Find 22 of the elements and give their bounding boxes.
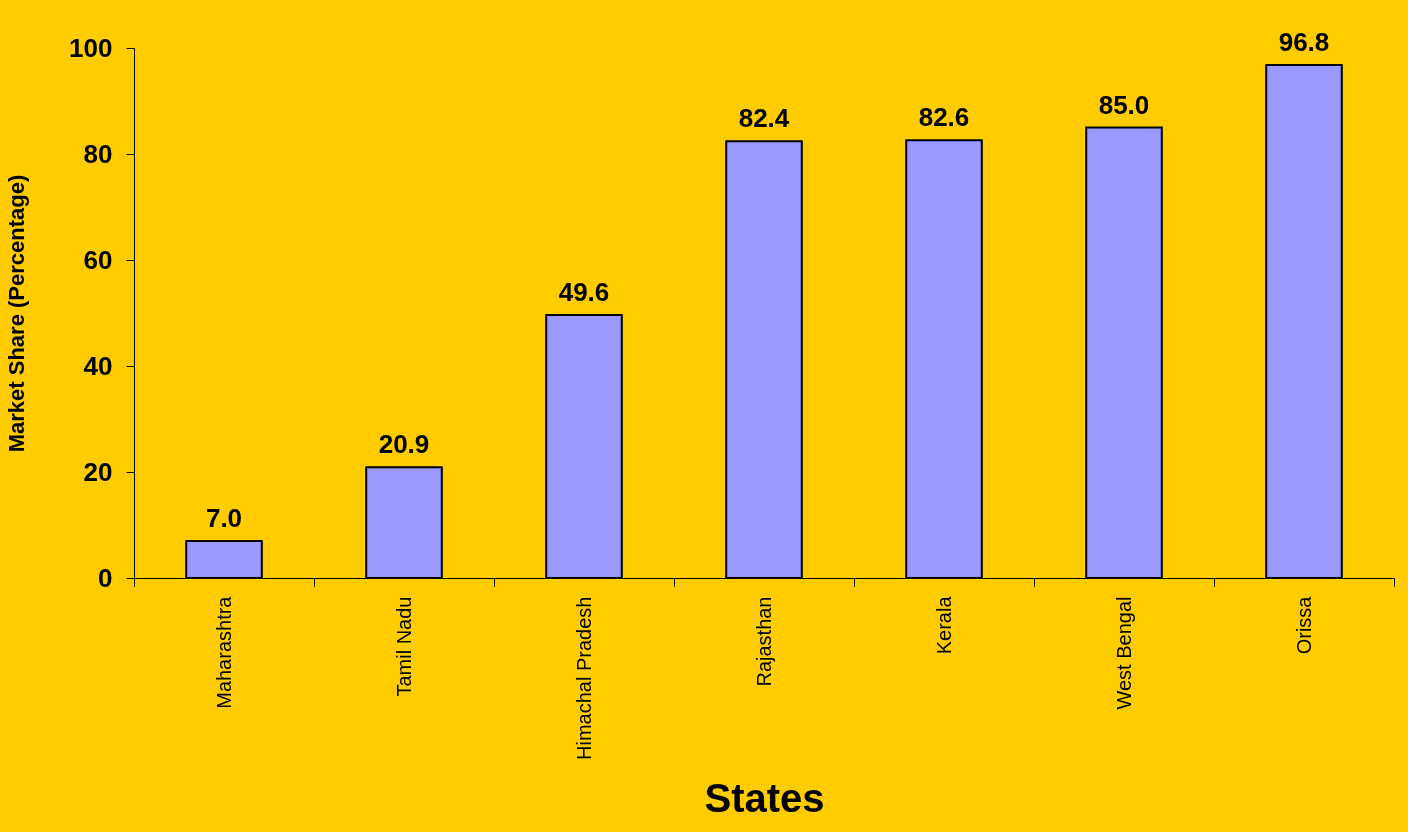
y-tick-label: 100 [69,32,113,63]
y-axis-title: Market Share (Percentage) [4,174,30,453]
data-label: 85.0 [1098,89,1150,120]
x-tick-label: Orissa [1292,595,1315,655]
data-label: 7.0 [205,502,243,533]
data-label: 82.6 [918,102,970,133]
data-label: 20.9 [378,429,430,460]
x-tick-label: Rajasthan [752,596,775,687]
data-label: 49.6 [558,277,610,308]
y-tick-label: 80 [83,138,113,169]
y-tick-label: 0 [98,562,113,593]
x-tick-label: Maharashtra [212,595,235,709]
x-tick-label: West Bengal [1112,596,1135,710]
data-label: 82.4 [738,103,790,134]
x-axis-title: States [704,775,825,820]
x-tick-label: Tamil Nadu [392,596,415,697]
x-tick-label: Himachal Pradesh [572,596,595,760]
y-tick-label: 60 [83,244,113,275]
data-label: 96.8 [1278,26,1330,57]
x-tick-label: Kerala [932,595,955,655]
y-tick-label: 40 [83,350,113,381]
y-tick-label: 20 [83,456,113,487]
